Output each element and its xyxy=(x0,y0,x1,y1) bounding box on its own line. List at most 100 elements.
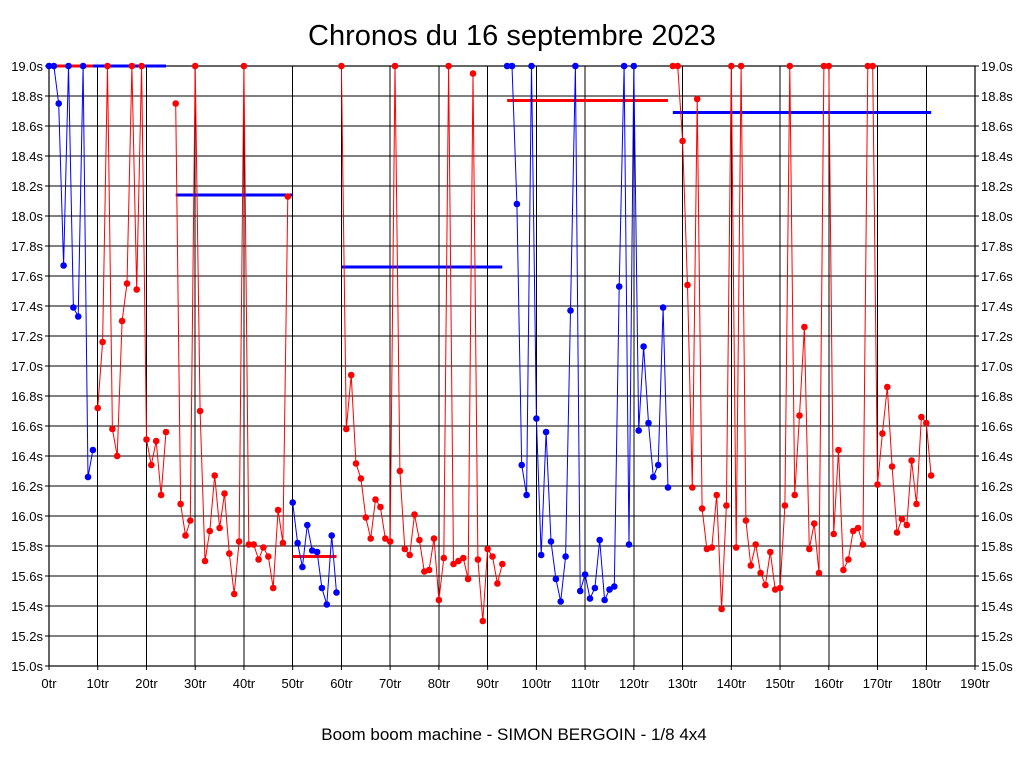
data-point xyxy=(187,517,194,524)
data-point xyxy=(65,62,72,70)
data-point xyxy=(523,491,530,499)
data-point xyxy=(635,427,642,434)
data-point xyxy=(328,532,336,539)
reference-lines xyxy=(49,64,932,558)
data-point xyxy=(557,598,564,605)
data-point xyxy=(474,556,482,563)
data-point xyxy=(177,500,184,508)
data-point xyxy=(650,473,657,481)
data-point xyxy=(503,62,511,70)
y-tick-label-right: 15.8s xyxy=(981,539,1013,554)
chart-caption: Boom boom machine - SIMON BERGOIN - 1/8 … xyxy=(321,725,706,744)
data-point xyxy=(391,62,399,70)
y-tick-label-right: 17.4s xyxy=(981,299,1013,314)
data-point xyxy=(854,524,862,532)
x-tick-label: 40tr xyxy=(233,676,256,691)
data-point xyxy=(762,581,769,589)
data-point xyxy=(386,538,394,545)
data-point xyxy=(888,463,896,470)
data-point xyxy=(148,461,155,469)
data-point xyxy=(196,407,204,415)
data-point xyxy=(742,517,750,524)
data-point xyxy=(440,554,448,562)
data-point xyxy=(435,596,443,604)
run-series xyxy=(669,62,935,613)
data-point xyxy=(923,419,930,427)
grid xyxy=(48,65,976,667)
data-point xyxy=(382,535,389,542)
x-tick-label: 150tr xyxy=(765,676,795,691)
data-point xyxy=(747,562,755,569)
data-point xyxy=(250,541,257,548)
run-series xyxy=(338,62,506,625)
data-point xyxy=(230,590,238,598)
data-point xyxy=(835,446,842,454)
data-point xyxy=(289,499,297,506)
axes: 19.0s 19.0s 18.8s 18.8s 18.6s 18.6s 18.4s 18.4s… xyxy=(11,59,1013,691)
data-point xyxy=(659,304,667,311)
y-tick-label-right: 17.2s xyxy=(981,329,1013,344)
data-point xyxy=(74,313,82,320)
data-point xyxy=(508,62,516,70)
data-point xyxy=(533,415,540,422)
data-point xyxy=(123,280,131,287)
data-point xyxy=(596,536,603,544)
data-point xyxy=(138,62,145,70)
data-point xyxy=(411,511,418,518)
data-point xyxy=(581,571,589,578)
data-point xyxy=(732,544,740,551)
data-point xyxy=(60,262,67,269)
data-point xyxy=(669,62,677,70)
data-point xyxy=(684,281,691,289)
series-line xyxy=(340,65,503,622)
data-point xyxy=(708,544,716,551)
x-tick-label: 100tr xyxy=(522,676,552,691)
data-point xyxy=(406,551,414,559)
data-point xyxy=(674,62,681,70)
x-tick-label: 110tr xyxy=(571,676,600,691)
data-point xyxy=(537,551,545,559)
data-point xyxy=(845,556,852,563)
data-point xyxy=(464,575,472,583)
data-point xyxy=(679,137,686,145)
data-point xyxy=(333,589,340,596)
data-point xyxy=(260,544,267,551)
data-point xyxy=(874,481,881,488)
x-tick-label: 180tr xyxy=(911,676,941,691)
data-point xyxy=(162,428,170,436)
data-point xyxy=(586,595,594,602)
y-tick-label: 17.4s xyxy=(11,299,43,314)
run-series xyxy=(45,62,97,481)
data-point xyxy=(99,338,106,346)
y-tick-label: 17.0s xyxy=(11,359,43,374)
y-tick-label-right: 15.2s xyxy=(981,629,1013,644)
run-series xyxy=(503,62,672,605)
data-point xyxy=(606,586,613,593)
data-point xyxy=(84,473,92,481)
data-point xyxy=(576,587,584,595)
data-point xyxy=(143,436,150,443)
data-point xyxy=(908,457,915,464)
data-point xyxy=(820,62,828,70)
y-tick-label: 16.6s xyxy=(11,419,43,434)
data-point xyxy=(489,553,496,560)
y-tick-label-right: 18.2s xyxy=(981,179,1013,194)
x-tick-label: 90tr xyxy=(476,676,499,691)
y-tick-label: 18.2s xyxy=(11,179,43,194)
y-tick-label-right: 18.4s xyxy=(981,149,1013,164)
data-point xyxy=(113,452,121,460)
y-tick-label-right: 15.6s xyxy=(981,569,1013,584)
data-point xyxy=(528,62,535,70)
data-point xyxy=(615,283,623,290)
data-point xyxy=(323,601,331,608)
y-tick-label: 16.4s xyxy=(11,449,43,464)
y-tick-label: 19.0s xyxy=(11,59,43,74)
data-point xyxy=(625,541,633,548)
x-tick-label: 50tr xyxy=(281,676,304,691)
data-point xyxy=(469,70,477,77)
data-point xyxy=(245,541,253,548)
data-point xyxy=(499,560,506,568)
y-tick-label-right: 16.4s xyxy=(981,449,1013,464)
data-point xyxy=(664,484,672,491)
